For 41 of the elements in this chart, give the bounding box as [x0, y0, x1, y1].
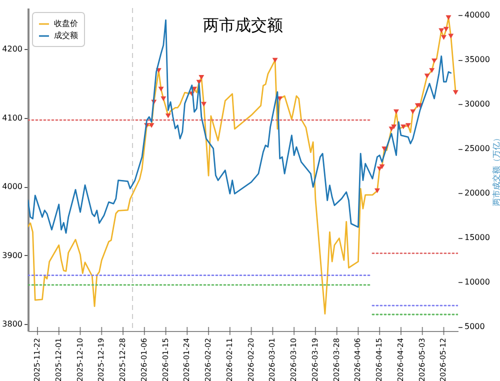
point: [443, 26, 449, 32]
point: [201, 102, 207, 107]
legend-label: 收盘价: [54, 19, 78, 28]
y2-axis-title: 两市成交额（万亿）: [492, 134, 500, 206]
y-tick-label: 4100: [2, 113, 22, 122]
point: [438, 28, 444, 34]
point: [374, 188, 380, 194]
point: [158, 86, 164, 92]
point: [432, 58, 437, 64]
point: [429, 68, 435, 73]
y2-tick-label: 35000: [464, 55, 490, 64]
y2-tick-label: 15000: [464, 233, 490, 242]
y2-tick-label: 10000: [464, 278, 490, 287]
point: [448, 34, 454, 39]
y-tick-label: 4200: [2, 44, 22, 54]
y2-tick-label: 25000: [464, 144, 490, 154]
point: [379, 164, 385, 170]
point: [391, 124, 397, 130]
point: [446, 15, 452, 20]
legend-label: 成交额: [54, 31, 78, 40]
point: [400, 124, 406, 130]
point: [198, 75, 204, 80]
y-tick-label: 4000: [2, 182, 22, 192]
point: [405, 123, 411, 128]
point: [160, 96, 166, 102]
point: [148, 123, 154, 128]
text: 两市成交额: [203, 16, 283, 34]
point: [424, 74, 430, 78]
y-tick-label: 3900: [2, 250, 22, 260]
y2-tick-label: 30000: [464, 100, 490, 109]
y-tick-label: 3800: [2, 320, 22, 329]
point: [393, 109, 399, 114]
y2-tick-label: 20000: [464, 188, 490, 198]
point: [410, 109, 416, 114]
line-series: [28, 19, 452, 234]
point: [441, 35, 446, 40]
y2-tick-label: 5000: [464, 322, 485, 332]
point: [165, 114, 171, 118]
point: [452, 90, 458, 95]
y2-tick-label: 40000: [464, 10, 490, 20]
point: [272, 58, 278, 63]
